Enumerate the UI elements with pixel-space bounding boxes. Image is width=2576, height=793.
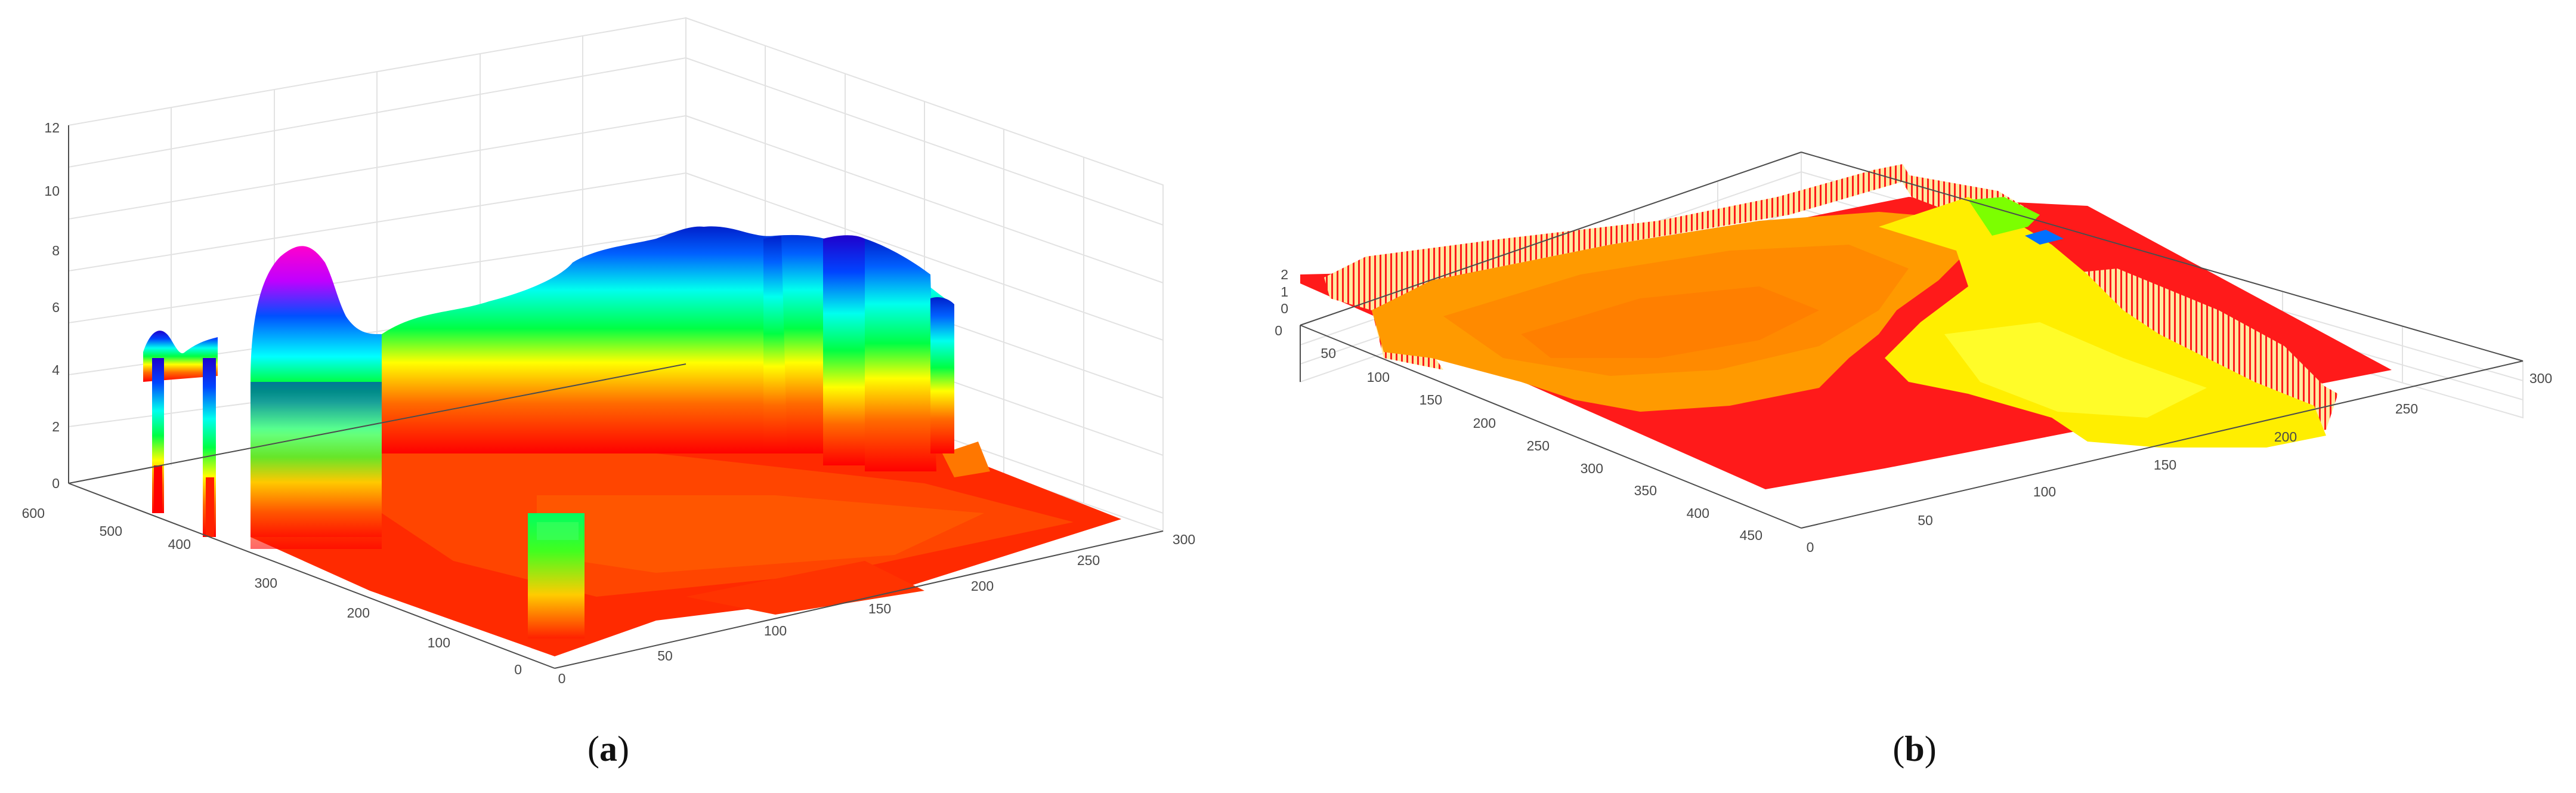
panel-a-y-tick: 400 xyxy=(168,536,191,552)
panel-a-z-tick: 6 xyxy=(52,300,60,315)
panel-a-z-tick: 0 xyxy=(52,476,60,491)
panel-b-3d-surface: 0 1 2 0 50 100 150 200 250 300 350 400 4… xyxy=(1275,151,2553,769)
panel-a-axes xyxy=(68,125,1164,669)
panel-b-x-tick: 50 xyxy=(1918,513,1933,528)
panel-a-z-tick: 2 xyxy=(52,419,60,434)
panel-a-right-columns xyxy=(763,235,954,471)
panel-a-y-tick: 0 xyxy=(514,662,522,677)
panel-b-y-ticks: 0 50 100 150 200 250 300 350 400 450 xyxy=(1275,323,1762,543)
panel-b-x-tick: 100 xyxy=(2033,484,2056,499)
panel-a-peak-column xyxy=(251,246,382,549)
panel-a-y-tick: 200 xyxy=(347,605,370,621)
panel-b-y-tick: 50 xyxy=(1321,345,1336,361)
panel-a-x-tick: 100 xyxy=(764,623,787,638)
panel-b-y-tick: 400 xyxy=(1687,505,1709,521)
panel-a-x-tick: 150 xyxy=(868,601,891,616)
panel-b-y-tick: 200 xyxy=(1473,415,1496,431)
panel-a-z-tick: 12 xyxy=(44,120,60,135)
panel-b-orange-surface xyxy=(1372,212,1968,412)
panel-b-z-tick: 2 xyxy=(1281,267,1288,282)
panel-b-x-tick: 200 xyxy=(2274,429,2297,445)
panel-b-axes xyxy=(1300,152,2524,529)
panel-a-caption: (a) xyxy=(587,729,629,769)
panel-b-y-tick: 250 xyxy=(1527,438,1550,453)
panel-a-y-ticks: 0 100 200 300 400 500 600 xyxy=(22,505,522,677)
panel-b-x-tick: 250 xyxy=(2395,401,2418,416)
panel-b-y-tick: 300 xyxy=(1581,461,1603,476)
panel-b-y-tick: 450 xyxy=(1740,527,1762,543)
panel-b-y-tick: 150 xyxy=(1420,392,1442,408)
panel-a-x-tick: 200 xyxy=(971,578,994,594)
panel-a-z-ticks: 0 2 4 6 8 10 12 xyxy=(44,120,60,491)
panel-a-x-ticks: 0 50 100 150 200 250 300 xyxy=(558,532,1196,686)
panel-a-front-column xyxy=(528,513,585,638)
panel-b-z-ticks: 0 1 2 xyxy=(1281,267,1288,316)
panel-a-y-tick: 300 xyxy=(255,575,277,591)
panel-b-y-tick: 100 xyxy=(1367,369,1390,385)
panel-b-x-ticks: 0 50 100 150 200 250 300 xyxy=(1807,371,2553,555)
panel-a-x-tick: 50 xyxy=(657,648,673,664)
panel-a-z-tick: 8 xyxy=(52,243,60,258)
panel-a-z-tick: 10 xyxy=(44,183,60,199)
panel-a-x-tick: 250 xyxy=(1077,553,1100,568)
panel-a-y-tick: 500 xyxy=(100,523,122,539)
panel-a-y-tick: 100 xyxy=(428,635,450,650)
panel-a-x-tick: 0 xyxy=(558,671,566,686)
panel-b-x-tick: 150 xyxy=(2154,457,2176,473)
panel-a-left-walls xyxy=(143,331,218,537)
panel-a-z-tick: 4 xyxy=(52,362,60,378)
panel-b-z-tick: 1 xyxy=(1281,284,1288,300)
panel-a-3d-surface: 0 2 4 6 8 10 12 0 100 200 300 400 500 60… xyxy=(22,17,1196,769)
panel-b-blue-patch xyxy=(2025,230,2064,245)
panel-b-x-tick: 0 xyxy=(1807,539,1814,555)
panel-b-green-patch xyxy=(1968,197,2040,236)
panel-a-y-tick: 600 xyxy=(22,505,45,521)
panel-b-y-tick: 0 xyxy=(1275,323,1282,338)
panel-b-z-tick: 0 xyxy=(1281,301,1288,316)
panel-a-x-tick: 300 xyxy=(1173,532,1195,547)
panel-b-caption: (b) xyxy=(1892,729,1936,769)
panel-a-main-ridge xyxy=(382,226,954,453)
panel-b-yellow-surface xyxy=(1879,197,2326,448)
panel-b-x-tick: 300 xyxy=(2529,371,2552,386)
panel-b-y-tick: 350 xyxy=(1634,483,1657,498)
